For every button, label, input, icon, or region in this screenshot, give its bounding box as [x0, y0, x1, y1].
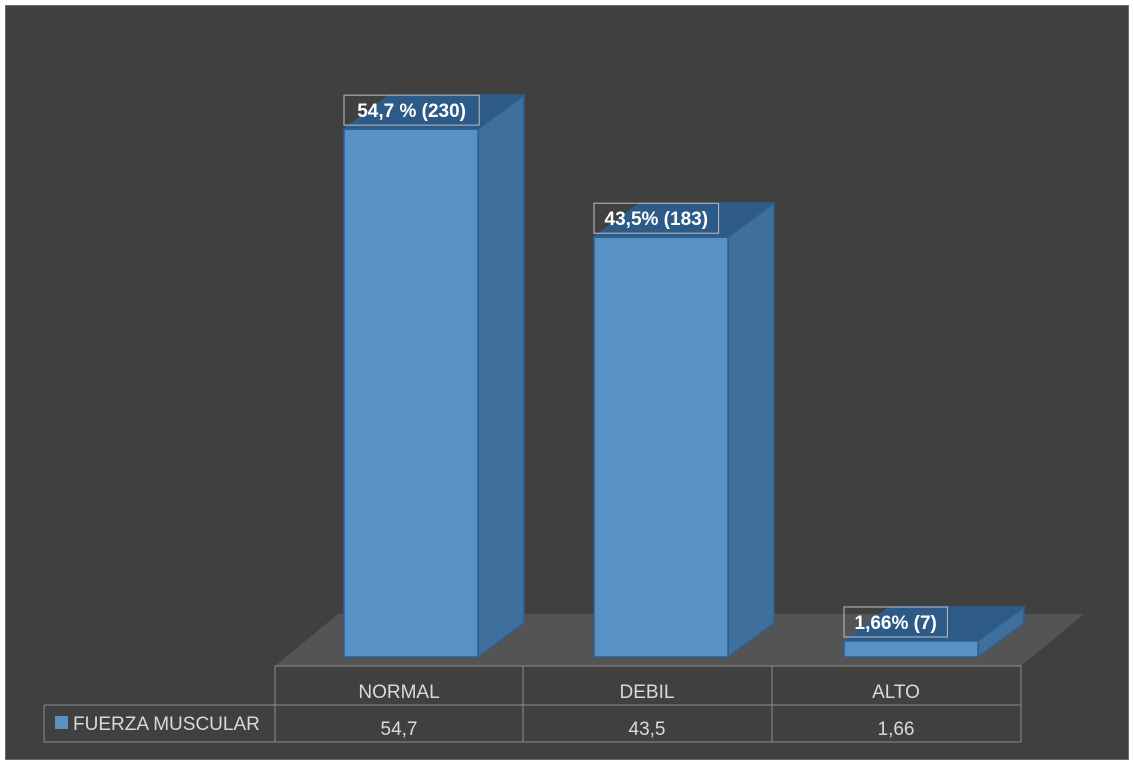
series-name: FUERZA MUSCULAR — [73, 714, 260, 735]
bar-side — [477, 93, 525, 659]
data-label: 43,5% (183) — [605, 209, 709, 230]
chart-svg: 54,7 % (230)43,5% (183)1,66% (7) NORMAL … — [43, 93, 1084, 743]
legend-key — [55, 716, 68, 729]
category-label: NORMAL — [358, 682, 439, 703]
category-label: ALTO — [872, 682, 920, 703]
data-label: 54,7 % (230) — [357, 101, 466, 122]
table-value: 54,7 — [381, 719, 418, 740]
bar-side — [727, 201, 775, 659]
data-table — [43, 665, 1022, 743]
data-label-box — [593, 202, 720, 234]
data-label-box — [343, 94, 480, 126]
bar — [593, 236, 729, 658]
bar — [843, 640, 979, 658]
table-value: 43,5 — [629, 719, 666, 740]
bar — [343, 128, 479, 658]
data-label-box — [843, 606, 948, 638]
chart-area: 54,7 % (230) 43,5% (183) 1,66% (7) NORMAL … — [5, 5, 1129, 760]
data-label: 1,66% (7) — [855, 613, 937, 634]
category-label: DEBIL — [620, 682, 675, 703]
table-value: 1,66 — [878, 719, 915, 740]
bars-group: 54,7 % (230) 43,5% (183) 1,66% (7) — [341, 93, 1027, 659]
